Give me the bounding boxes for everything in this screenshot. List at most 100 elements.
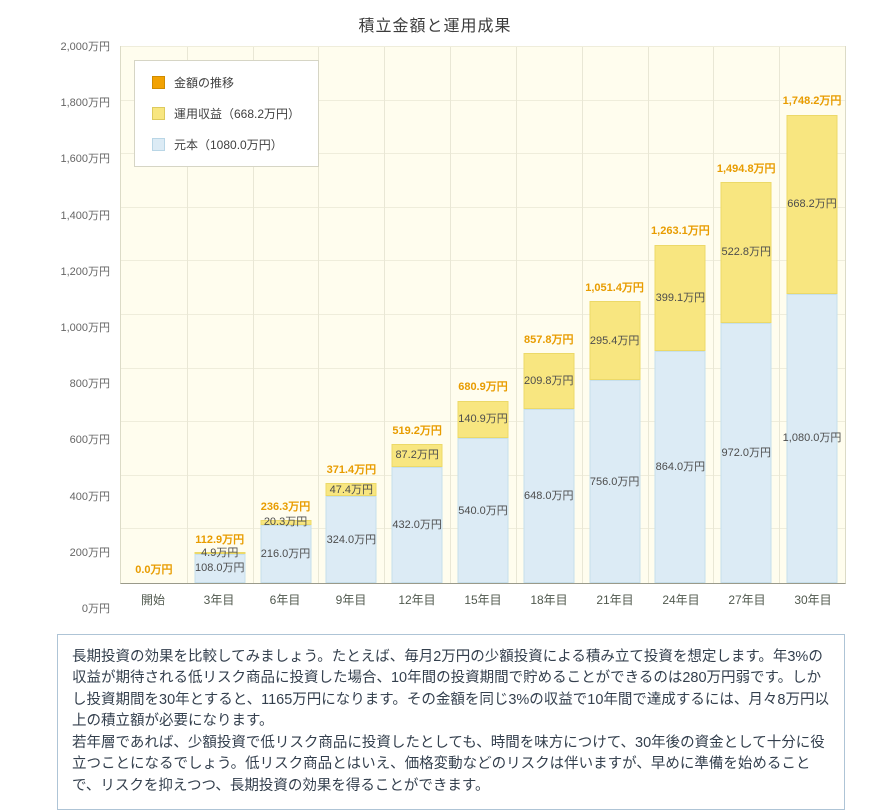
- total-value-label: 1,748.2万円: [782, 95, 842, 108]
- y-axis-tick-label: 200万円: [69, 546, 110, 559]
- segment-value-label: 972.0万円: [721, 446, 771, 459]
- y-axis-tick-label: 2,000万円: [60, 41, 110, 53]
- x-axis-category-label: 6年目: [269, 593, 301, 607]
- total-value-label: 519.2万円: [392, 424, 442, 437]
- x-axis-category-label: 9年目: [335, 593, 367, 607]
- x-axis-category-label: 開始: [140, 593, 165, 607]
- segment-value-label: 864.0万円: [655, 461, 706, 474]
- principal-bar-segment: [325, 496, 377, 583]
- chart-title: 積立金額と運用成果: [358, 18, 512, 35]
- profit-series-swatch: [152, 107, 165, 120]
- segment-value-label: 522.8万円: [721, 246, 771, 259]
- vertical-gridline: [647, 47, 649, 583]
- bar-column: 324.0万円 47.4万円 371.4万円: [318, 47, 384, 583]
- principal-bar-segment: [654, 351, 706, 583]
- bar-column: 972.0万円 522.8万円 1,494.8万円: [713, 47, 779, 583]
- bar-column: 432.0万円 87.2万円 519.2万円: [384, 47, 450, 583]
- legend-label: 運用収益（668.2万円）: [174, 107, 301, 121]
- y-axis-tick-label: 600万円: [69, 434, 110, 447]
- bar-column: 0.0万円: [121, 47, 187, 583]
- x-axis-category-label: 27年目: [728, 593, 766, 607]
- x-axis-category-label: 30年目: [794, 593, 832, 607]
- vertical-gridline: [450, 47, 452, 583]
- x-axis-category-label: 18年目: [530, 593, 568, 607]
- vertical-gridline: [581, 47, 583, 583]
- vertical-gridline: [779, 47, 781, 583]
- profit-bar-segment: [786, 114, 838, 294]
- legend: 金額の推移運用収益（668.2万円） 元本（1080.0万円）: [134, 60, 319, 167]
- plot-area: 0.0万円 108.0万円 4.9万円 112.9万円 216.0万円 20.3万円 236…: [120, 46, 846, 584]
- x-axis-category-label: 12年目: [398, 593, 436, 607]
- total-value-label: 1,263.1万円: [651, 225, 710, 238]
- profit-bar-segment: [194, 552, 246, 555]
- legend-item: 運用収益（668.2万円）: [152, 105, 301, 122]
- total-value-label: 371.4万円: [326, 464, 377, 477]
- y-axis-tick-label: 1,600万円: [60, 153, 110, 166]
- segment-value-label: 216.0万円: [260, 548, 311, 561]
- segment-value-label: 399.1万円: [655, 291, 706, 304]
- y-axis-tick-label: 1,200万円: [60, 265, 110, 278]
- profit-bar-segment: [260, 519, 312, 526]
- bar-column: 864.0万円 399.1万円 1,263.1万円: [648, 47, 714, 583]
- principal-bar-segment: [589, 380, 641, 583]
- segment-value-label: 1,080.0万円: [782, 432, 842, 445]
- principal-bar-segment: [260, 525, 312, 583]
- total-value-label: 0.0万円: [135, 563, 173, 576]
- segment-value-label: 540.0万円: [458, 504, 508, 517]
- description-box: 長期投資の効果を比較してみましょう。たとえば、毎月2万円の少額投資による積み立て…: [57, 634, 845, 810]
- y-axis-tick-label: 1,000万円: [60, 322, 110, 334]
- legend-item: 元本（1080.0万円）: [152, 136, 301, 153]
- profit-bar-segment: [654, 244, 706, 352]
- total-value-label: 112.9万円: [195, 533, 245, 546]
- segment-value-label: 648.0万円: [524, 490, 574, 503]
- principal-bar-segment: [786, 293, 838, 583]
- total-value-label: 236.3万円: [260, 500, 311, 513]
- y-axis: 0万円 200万円 400万円 600万円 800万円 1,000万円 1,200万円 1,4…: [6, 41, 120, 615]
- segment-value-label: 324.0万円: [326, 533, 377, 546]
- x-axis: 開始 3年目 6年目 9年目 12年目 15年目 18年目 21年目 24年目 27年目 30年目: [120, 591, 846, 608]
- legend-label: 元本（1080.0万円）: [174, 138, 283, 152]
- x-axis-category-label: 3年目: [203, 593, 235, 607]
- segment-value-label: 140.9万円: [458, 413, 508, 426]
- x-axis-category-label: 21年目: [596, 593, 634, 607]
- horizontal-gridline: [121, 314, 845, 315]
- x-axis-category-label: 24年目: [662, 593, 700, 607]
- principal-bar-segment: [194, 554, 246, 583]
- principal-bar-segment: [457, 438, 509, 583]
- profit-bar-segment: [720, 182, 772, 323]
- y-axis-tick-label: 1,800万円: [60, 97, 110, 110]
- segment-value-label: 756.0万円: [589, 475, 640, 488]
- total-value-label: 1,051.4万円: [585, 282, 644, 295]
- principal-bar-segment: [523, 409, 575, 583]
- segment-value-label: 295.4万円: [589, 334, 640, 347]
- vertical-gridline: [515, 47, 517, 583]
- segment-value-label: 87.2万円: [395, 449, 439, 462]
- segment-value-label: 47.4万円: [329, 483, 374, 496]
- horizontal-gridline: [121, 367, 845, 369]
- bar-column: 216.0万円 20.3万円 236.3万円: [253, 47, 319, 583]
- description-paragraph-2: 若年層であれば、少額投資で低リスク商品に投資したとしても、時間を味方につけて、3…: [72, 734, 825, 794]
- y-axis-tick-label: 800万円: [69, 378, 110, 391]
- total-value-label: 857.8万円: [524, 334, 574, 347]
- page: 積立金額と運用成果 0万円 200万円 400万円 600万円 800万円 1,000万円…: [0, 12, 870, 810]
- y-axis-tick-label: 0万円: [81, 603, 110, 615]
- bar-column: 756.0万円 295.4万円 1,051.4万円: [582, 47, 648, 583]
- chart: 0万円 200万円 400万円 600万円 800万円 1,000万円 1,200万円 1,4…: [60, 41, 846, 615]
- profit-bar-segment: [325, 483, 377, 497]
- bar-column: 108.0万円 4.9万円 112.9万円: [187, 47, 253, 583]
- segment-value-label: 108.0万円: [194, 562, 245, 575]
- total-value-label: 680.9万円: [458, 381, 508, 394]
- segment-value-label: 4.9万円: [201, 547, 239, 560]
- bar-column: 540.0万円 140.9万円 680.9万円: [450, 47, 516, 583]
- bars-layer: 0.0万円 108.0万円 4.9万円 112.9万円 216.0万円 20.3万円 236…: [121, 47, 845, 583]
- legend-label: 金額の推移: [174, 76, 235, 90]
- profit-bar-segment: [457, 400, 509, 439]
- vertical-gridline: [713, 47, 715, 583]
- principal-bar-segment: [391, 467, 443, 583]
- vertical-gridline: [186, 47, 188, 583]
- horizontal-gridline: [121, 99, 845, 101]
- profit-bar-segment: [589, 301, 641, 381]
- vertical-gridline: [384, 47, 386, 583]
- vertical-gridline: [252, 47, 254, 583]
- principal-bar-segment: [720, 322, 772, 583]
